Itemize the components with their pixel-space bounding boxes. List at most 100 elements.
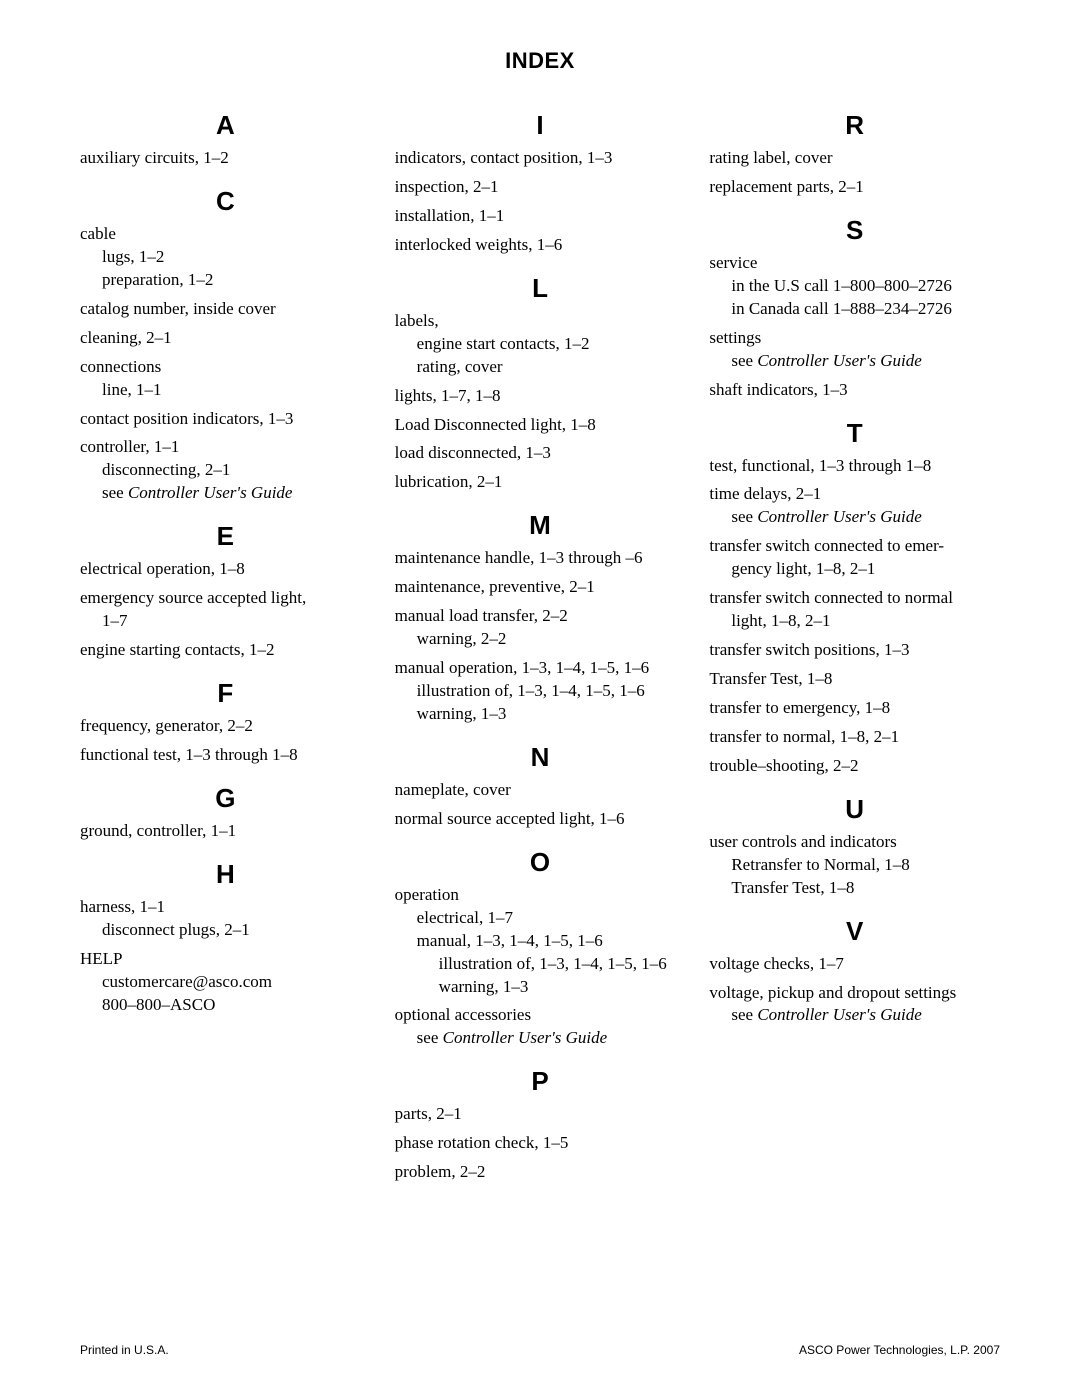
index-entry: frequency, generator, 2–2 <box>80 715 371 738</box>
index-entry: trouble–shooting, 2–2 <box>709 755 1000 778</box>
index-line: in the U.S call 1–800–800–2726 <box>709 275 1000 298</box>
index-line: manual load transfer, 2–2 <box>395 605 686 628</box>
index-line: test, functional, 1–3 through 1–8 <box>709 455 1000 478</box>
index-line: illustration of, 1–3, 1–4, 1–5, 1–6 <box>395 953 686 976</box>
index-line: trouble–shooting, 2–2 <box>709 755 1000 778</box>
index-entry: nameplate, cover <box>395 779 686 802</box>
index-entry: interlocked weights, 1–6 <box>395 234 686 257</box>
index-line: transfer switch connected to emer- <box>709 535 1000 558</box>
section-letter: O <box>395 847 686 878</box>
index-line-italic: Controller User's Guide <box>128 483 293 502</box>
index-line: voltage, pickup and dropout settings <box>709 982 1000 1005</box>
index-line: engine start contacts, 1–2 <box>395 333 686 356</box>
index-line: lugs, 1–2 <box>80 246 371 269</box>
index-entry: replacement parts, 2–1 <box>709 176 1000 199</box>
index-line: installation, 1–1 <box>395 205 686 228</box>
index-entry: connectionsline, 1–1 <box>80 356 371 402</box>
index-entry: catalog number, inside cover <box>80 298 371 321</box>
index-line: ground, controller, 1–1 <box>80 820 371 843</box>
index-line: warning, 1–3 <box>395 976 686 999</box>
index-line: parts, 2–1 <box>395 1103 686 1126</box>
index-entry: voltage checks, 1–7 <box>709 953 1000 976</box>
index-line: in Canada call 1–888–234–2726 <box>709 298 1000 321</box>
index-column: Iindicators, contact position, 1–3 inspec… <box>395 110 686 1190</box>
index-line: emergency source accepted light, <box>80 587 371 610</box>
index-entry: controller, 1–1disconnecting, 2–1see Con… <box>80 436 371 505</box>
index-line: disconnecting, 2–1 <box>80 459 371 482</box>
section-letter: M <box>395 510 686 541</box>
index-line: electrical, 1–7 <box>395 907 686 930</box>
index-columns: Aauxiliary circuits, 1–2Ccablelugs, 1–2p… <box>80 110 1000 1190</box>
index-line: disconnect plugs, 2–1 <box>80 919 371 942</box>
index-line-text: see <box>102 483 128 502</box>
index-entry: inspection, 2–1 <box>395 176 686 199</box>
index-line: nameplate, cover <box>395 779 686 802</box>
section-letter: P <box>395 1066 686 1097</box>
index-line: shaft indicators, 1–3 <box>709 379 1000 402</box>
index-entry: Transfer Test, 1–8 <box>709 668 1000 691</box>
index-entry: test, functional, 1–3 through 1–8 <box>709 455 1000 478</box>
index-line: see Controller User's Guide <box>80 482 371 505</box>
index-line-italic: Controller User's Guide <box>757 351 922 370</box>
index-line: Load Disconnected light, 1–8 <box>395 414 686 437</box>
footer-right: ASCO Power Technologies, L.P. 2007 <box>799 1343 1000 1357</box>
index-line: transfer switch positions, 1–3 <box>709 639 1000 662</box>
index-entry: ground, controller, 1–1 <box>80 820 371 843</box>
index-line: voltage checks, 1–7 <box>709 953 1000 976</box>
page-title: INDEX <box>80 48 1000 74</box>
index-line: line, 1–1 <box>80 379 371 402</box>
index-line: gency light, 1–8, 2–1 <box>709 558 1000 581</box>
index-line-text: see <box>731 351 757 370</box>
index-line: replacement parts, 2–1 <box>709 176 1000 199</box>
index-line: user controls and indicators <box>709 831 1000 854</box>
section-letter: I <box>395 110 686 141</box>
index-entry: engine starting contacts, 1–2 <box>80 639 371 662</box>
index-line: interlocked weights, 1–6 <box>395 234 686 257</box>
index-line: rating, cover <box>395 356 686 379</box>
section-letter: V <box>709 916 1000 947</box>
index-entry: optional accessoriessee Controller User'… <box>395 1004 686 1050</box>
index-line: functional test, 1–3 through 1–8 <box>80 744 371 767</box>
index-entry: cablelugs, 1–2preparation, 1–2 <box>80 223 371 292</box>
index-entry: user controls and indicatorsRetransfer t… <box>709 831 1000 900</box>
index-line-text: see <box>731 507 757 526</box>
index-entry: cleaning, 2–1 <box>80 327 371 350</box>
index-line: inspection, 2–1 <box>395 176 686 199</box>
index-entry: installation, 1–1 <box>395 205 686 228</box>
index-line: engine starting contacts, 1–2 <box>80 639 371 662</box>
index-line: phase rotation check, 1–5 <box>395 1132 686 1155</box>
index-line: time delays, 2–1 <box>709 483 1000 506</box>
index-line: customercare@asco.com <box>80 971 371 994</box>
index-line: optional accessories <box>395 1004 686 1027</box>
index-line: auxiliary circuits, 1–2 <box>80 147 371 170</box>
index-entry: electrical operation, 1–8 <box>80 558 371 581</box>
index-line: 800–800–ASCO <box>80 994 371 1017</box>
index-entry: settingssee Controller User's Guide <box>709 327 1000 373</box>
index-entry: maintenance, preventive, 2–1 <box>395 576 686 599</box>
index-entry: lights, 1–7, 1–8 <box>395 385 686 408</box>
index-line-italic: Controller User's Guide <box>757 507 922 526</box>
index-line-text: see <box>731 1005 757 1024</box>
index-line: rating label, cover <box>709 147 1000 170</box>
index-line: lights, 1–7, 1–8 <box>395 385 686 408</box>
index-entry: indicators, contact position, 1–3 <box>395 147 686 170</box>
index-line: Transfer Test, 1–8 <box>709 877 1000 900</box>
index-entry: normal source accepted light, 1–6 <box>395 808 686 831</box>
index-line: Retransfer to Normal, 1–8 <box>709 854 1000 877</box>
index-column: Aauxiliary circuits, 1–2Ccablelugs, 1–2p… <box>80 110 371 1190</box>
index-line: transfer to normal, 1–8, 2–1 <box>709 726 1000 749</box>
index-line: catalog number, inside cover <box>80 298 371 321</box>
index-line: preparation, 1–2 <box>80 269 371 292</box>
index-line: normal source accepted light, 1–6 <box>395 808 686 831</box>
index-entry: manual load transfer, 2–2warning, 2–2 <box>395 605 686 651</box>
index-line: see Controller User's Guide <box>709 1004 1000 1027</box>
index-line: illustration of, 1–3, 1–4, 1–5, 1–6 <box>395 680 686 703</box>
index-entry: shaft indicators, 1–3 <box>709 379 1000 402</box>
index-entry: transfer to emergency, 1–8 <box>709 697 1000 720</box>
footer-left: Printed in U.S.A. <box>80 1343 169 1357</box>
index-line: Transfer Test, 1–8 <box>709 668 1000 691</box>
index-entry: problem, 2–2 <box>395 1161 686 1184</box>
section-letter: C <box>80 186 371 217</box>
section-letter: H <box>80 859 371 890</box>
index-entry: time delays, 2–1see Controller User's Gu… <box>709 483 1000 529</box>
